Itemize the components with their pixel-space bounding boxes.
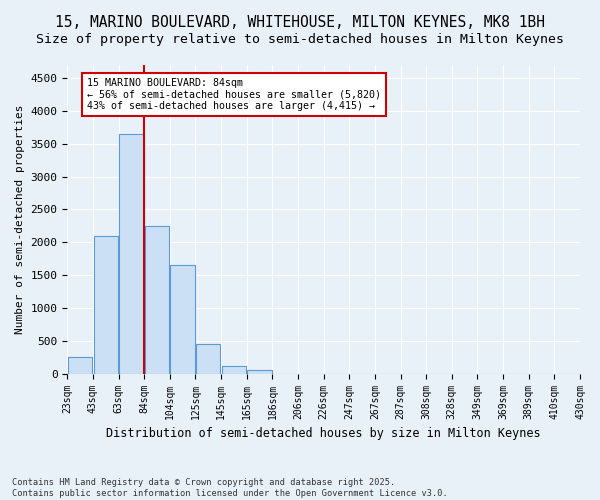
Bar xyxy=(222,366,246,374)
Text: Contains HM Land Registry data © Crown copyright and database right 2025.
Contai: Contains HM Land Registry data © Crown c… xyxy=(12,478,448,498)
Bar xyxy=(247,370,272,374)
X-axis label: Distribution of semi-detached houses by size in Milton Keynes: Distribution of semi-detached houses by … xyxy=(106,427,541,440)
Bar xyxy=(196,344,220,374)
Bar xyxy=(119,134,143,374)
Bar xyxy=(145,226,169,374)
Y-axis label: Number of semi-detached properties: Number of semi-detached properties xyxy=(15,104,25,334)
Text: Size of property relative to semi-detached houses in Milton Keynes: Size of property relative to semi-detach… xyxy=(36,32,564,46)
Bar xyxy=(170,266,195,374)
Bar xyxy=(94,236,118,374)
Text: 15, MARINO BOULEVARD, WHITEHOUSE, MILTON KEYNES, MK8 1BH: 15, MARINO BOULEVARD, WHITEHOUSE, MILTON… xyxy=(55,15,545,30)
Text: 15 MARINO BOULEVARD: 84sqm
← 56% of semi-detached houses are smaller (5,820)
43%: 15 MARINO BOULEVARD: 84sqm ← 56% of semi… xyxy=(87,78,381,112)
Bar xyxy=(68,358,92,374)
